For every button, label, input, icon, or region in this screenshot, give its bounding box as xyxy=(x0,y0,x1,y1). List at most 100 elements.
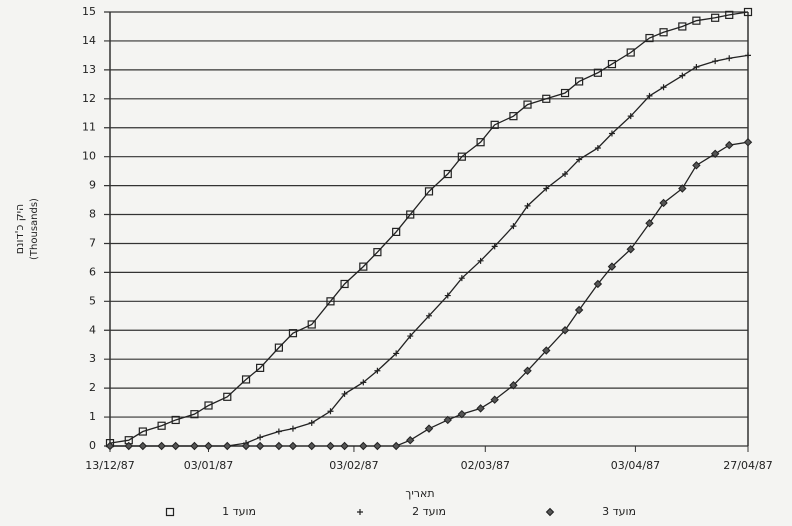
point xyxy=(523,100,532,109)
x-tick-label: 13/12/87 xyxy=(85,459,134,472)
point xyxy=(560,326,570,335)
x-tick-label: 27/04/87 xyxy=(723,459,772,472)
point xyxy=(138,427,147,436)
point xyxy=(359,441,368,451)
point xyxy=(223,392,232,401)
point xyxy=(509,381,518,390)
point xyxy=(157,441,166,451)
point xyxy=(307,320,316,329)
y-tick-label: 6 xyxy=(89,265,96,278)
point xyxy=(105,441,115,451)
y-tick-label: 12 xyxy=(82,92,96,105)
point xyxy=(692,16,701,25)
point xyxy=(256,363,265,372)
point xyxy=(457,409,467,419)
point xyxy=(607,59,617,69)
point xyxy=(476,404,485,413)
point xyxy=(491,243,498,250)
point xyxy=(679,72,686,79)
point xyxy=(523,366,532,375)
point xyxy=(443,169,452,179)
y-tick-label: 2 xyxy=(89,381,96,394)
point xyxy=(477,257,484,264)
y-tick-label: 5 xyxy=(89,294,96,307)
point xyxy=(542,346,551,355)
point xyxy=(190,441,199,451)
point xyxy=(524,202,531,209)
point xyxy=(340,441,349,451)
point xyxy=(627,113,634,120)
y-tick-label: 10 xyxy=(82,150,96,163)
x-tick-label: 03/02/87 xyxy=(329,459,378,472)
x-tick-label: 03/04/87 xyxy=(611,459,660,472)
point xyxy=(725,140,734,150)
point xyxy=(407,333,414,340)
point xyxy=(326,441,335,451)
point xyxy=(406,436,415,445)
point xyxy=(678,22,687,31)
point xyxy=(626,245,635,254)
point xyxy=(308,419,315,426)
y-tick-label: 13 xyxy=(82,63,96,76)
point xyxy=(157,421,166,430)
point xyxy=(510,223,517,230)
point xyxy=(241,375,251,384)
point xyxy=(458,275,465,282)
point xyxy=(223,441,232,451)
legend-label: מועד 3 xyxy=(602,505,636,518)
y-axis-label: היק כ'דונם xyxy=(13,204,26,255)
point xyxy=(476,138,485,147)
point xyxy=(204,441,213,451)
point xyxy=(275,428,282,435)
y-tick-label: 14 xyxy=(82,34,96,47)
point xyxy=(574,305,584,315)
point xyxy=(725,10,734,19)
y-tick-label: 7 xyxy=(89,236,96,249)
point xyxy=(424,424,434,433)
point xyxy=(426,312,432,319)
point xyxy=(444,292,451,299)
point xyxy=(392,227,401,236)
point xyxy=(289,425,296,432)
point xyxy=(626,48,635,57)
y-tick-label: 8 xyxy=(89,208,96,221)
x-tick-label: 02/03/87 xyxy=(461,459,510,472)
legend-label: מועד 2 xyxy=(412,505,446,518)
point xyxy=(138,441,148,451)
point xyxy=(646,92,653,99)
y-tick-label: 3 xyxy=(89,352,96,365)
point xyxy=(190,410,199,419)
point xyxy=(711,13,720,22)
point xyxy=(659,28,668,37)
point xyxy=(743,7,753,17)
point xyxy=(373,441,382,451)
x-tick-label: 03/01/87 xyxy=(184,459,233,472)
point xyxy=(678,184,687,193)
point xyxy=(712,58,719,65)
point xyxy=(171,415,180,425)
point xyxy=(341,390,348,397)
point xyxy=(274,343,283,352)
point xyxy=(359,262,368,271)
point xyxy=(710,149,720,158)
point xyxy=(241,441,251,451)
point xyxy=(645,219,654,228)
point xyxy=(204,401,213,410)
point xyxy=(257,434,264,441)
series-line xyxy=(110,54,749,447)
point xyxy=(745,52,751,59)
point xyxy=(457,152,466,161)
point xyxy=(288,441,298,451)
point xyxy=(171,441,180,451)
point xyxy=(340,279,349,289)
point xyxy=(543,185,550,192)
point xyxy=(594,144,601,151)
point xyxy=(560,88,570,98)
y-axis-label-sub: (Thousands) xyxy=(29,198,40,260)
y-tick-label: 0 xyxy=(89,439,96,452)
point xyxy=(360,379,367,386)
point xyxy=(373,248,382,257)
point xyxy=(693,63,700,70)
point xyxy=(692,161,701,170)
